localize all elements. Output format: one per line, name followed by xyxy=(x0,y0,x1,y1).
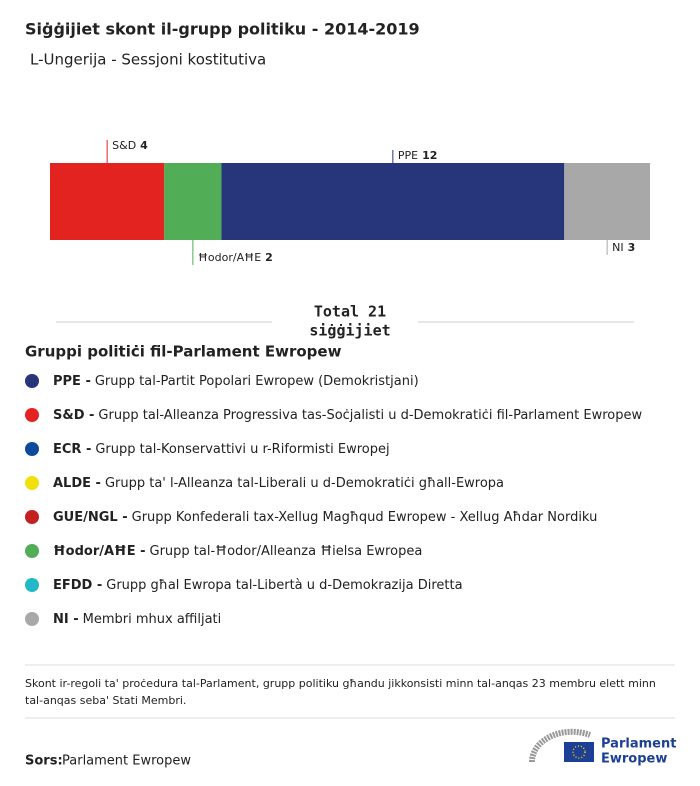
legend-swatch xyxy=(25,374,39,388)
chart-title: Siġġijiet skont il-grupp politiku - 2014… xyxy=(25,20,420,39)
legend-entry: EFDD - Grupp għal Ewropa tal-Libertà u d-… xyxy=(53,578,463,593)
logo: Parlament Ewropew xyxy=(528,728,676,767)
segment-label: PPE 12 xyxy=(398,149,438,162)
bar-segment xyxy=(164,163,222,240)
logo-hemicycle xyxy=(528,728,592,763)
logo-text: Parlament xyxy=(601,737,676,752)
legend-text: Grupp tal-Alleanza Progressiva tas-Soċja… xyxy=(98,408,642,423)
legend-abbr: PPE - xyxy=(53,374,91,389)
legend-entry: Ħodor/AĦE - Grupp tal-Ħodor/Alleanza Ħiel… xyxy=(53,544,422,559)
legend-text: Grupp tal-Ħodor/Alleanza Ħielsa Ewropea xyxy=(150,544,423,559)
legend-text: Grupp tal-Partit Popolari Ewropew (Demok… xyxy=(95,374,419,389)
data-label: 12 xyxy=(422,149,437,162)
source-label: Sors: xyxy=(25,754,63,769)
data-label: 3 xyxy=(628,241,636,254)
legend-text: Membri mhux affiljati xyxy=(83,612,222,627)
series-name: NI xyxy=(612,241,623,254)
source: Parlament Ewropew xyxy=(62,754,191,769)
legend-swatch xyxy=(25,510,39,524)
legend-entry: ECR - Grupp tal-Konservattivi u r-Riformi… xyxy=(53,442,390,457)
total-label: siġġijiet xyxy=(309,322,390,340)
bar-segment xyxy=(50,163,165,240)
chart-subtitle: L-Ungerija - Sessjoni kostitutiva xyxy=(30,51,266,69)
series-name: PPE xyxy=(398,149,418,162)
legend-entry: S&D - Grupp tal-Alleanza Progressiva tas-… xyxy=(53,408,642,423)
segment-label: NI 3 xyxy=(612,241,635,254)
series-name: S&D xyxy=(112,139,136,152)
series-name: Ħodor/AĦE xyxy=(198,251,261,264)
legend-abbr: ECR - xyxy=(53,442,91,457)
legend-swatch xyxy=(25,578,39,592)
legend-entry: GUE/NGL - Grupp Konfederali tax-Xellug Ma… xyxy=(53,510,597,525)
legend-entry: PPE - Grupp tal-Partit Popolari Ewropew (… xyxy=(53,374,419,389)
segment-label: S&D 4 xyxy=(112,139,148,152)
legend-entry: NI - Membri mhux affiljati xyxy=(53,612,221,627)
legend-swatch xyxy=(25,612,39,626)
legend-abbr: ALDE - xyxy=(53,476,101,491)
legend-abbr: Ħodor/AĦE - xyxy=(53,544,146,559)
legend-swatch xyxy=(25,476,39,490)
legend-abbr: S&D - xyxy=(53,408,94,423)
legend-abbr: GUE/NGL - xyxy=(53,510,128,525)
data-label: 4 xyxy=(140,139,148,152)
data-label: 2 xyxy=(265,251,273,264)
bar-segment xyxy=(221,163,565,240)
legend-abbr: NI - xyxy=(53,612,79,627)
legend-text: Grupp Konfederali tax-Xellug Magħqud Ewr… xyxy=(132,510,598,525)
legend-swatch xyxy=(25,442,39,456)
logo-stars xyxy=(572,745,586,759)
logo-text: Ewropew xyxy=(601,752,667,767)
legend-text: Grupp għal Ewropa tal-Libertà u d-Demokr… xyxy=(106,578,462,593)
legend-abbr: EFDD - xyxy=(53,578,102,593)
bar-segment xyxy=(564,163,650,240)
legend-swatch xyxy=(25,544,39,558)
legend-entry: ALDE - Grupp ta' l-Alleanza tal-Liberali … xyxy=(53,476,504,491)
legend-title: Gruppi politiċi fil-Parlament Ewropew xyxy=(25,343,342,361)
total-label: Total 21 xyxy=(314,303,386,321)
footnote: Skont ir-regoli ta' proċedura tal-Parlam… xyxy=(25,677,656,707)
logo-flag xyxy=(564,742,594,762)
legend-text: Grupp ta' l-Alleanza tal-Liberali u d-De… xyxy=(105,476,504,491)
legend-text: Grupp tal-Konservattivi u r-Riformisti E… xyxy=(95,442,389,457)
legend-swatch xyxy=(25,408,39,422)
segment-label: Ħodor/AĦE 2 xyxy=(198,251,273,264)
